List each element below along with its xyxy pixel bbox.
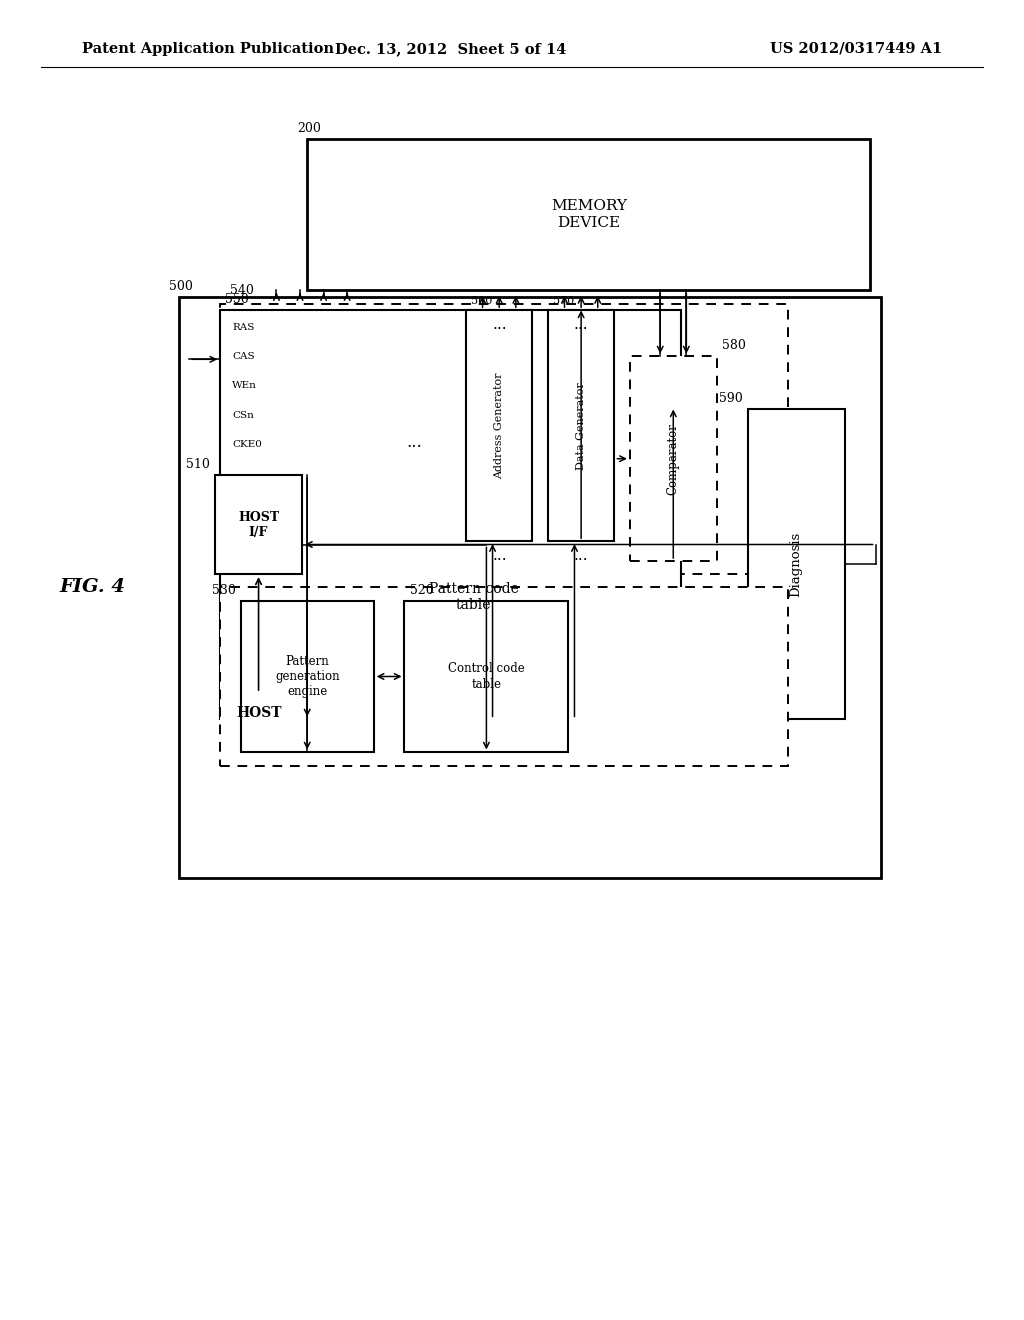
Bar [220,304,788,574]
Bar [179,297,881,878]
Text: CAS: CAS [232,352,255,362]
Text: 580: 580 [722,339,745,352]
Text: 510: 510 [186,458,210,471]
Text: Pattern
generation
engine: Pattern generation engine [274,655,340,698]
Text: 570: 570 [553,296,574,306]
Text: 200: 200 [297,121,321,135]
Text: ...: ... [492,317,507,331]
Text: RAS: RAS [232,323,255,333]
Text: Pattern code
table: Pattern code table [429,582,518,611]
Text: Control code
table: Control code table [449,663,524,690]
Text: ...: ... [573,317,589,331]
Text: US 2012/0317449 A1: US 2012/0317449 A1 [770,42,942,55]
Text: HOST: HOST [236,706,282,721]
Text: WEn: WEn [232,381,257,391]
Text: 500: 500 [169,280,193,293]
Text: ...: ... [492,548,507,562]
Bar [307,139,870,290]
Text: ...: ... [407,434,423,450]
Text: Data Generator: Data Generator [577,381,586,470]
Text: FIG. 4: FIG. 4 [59,578,125,597]
Text: 560: 560 [471,296,493,306]
Bar [548,310,614,541]
Text: Address Generator: Address Generator [495,372,504,479]
Text: Diagnosis: Diagnosis [790,532,803,597]
Text: Dec. 13, 2012  Sheet 5 of 14: Dec. 13, 2012 Sheet 5 of 14 [335,42,566,55]
Text: 550: 550 [225,293,249,306]
Bar [241,601,374,752]
Bar [220,310,681,719]
Bar [748,409,845,719]
Text: 530: 530 [212,583,236,597]
Bar [215,475,302,574]
Text: ...: ... [573,548,589,562]
Bar [630,356,717,561]
Text: CKE0: CKE0 [232,440,262,449]
Text: 520: 520 [410,583,433,597]
Bar [220,587,788,766]
Text: 540: 540 [230,284,254,297]
Text: CSn: CSn [232,411,254,420]
Text: HOST
I/F: HOST I/F [238,511,280,539]
Text: Comparator: Comparator [667,422,680,495]
Bar [404,601,568,752]
Text: 590: 590 [719,392,742,405]
Text: MEMORY
DEVICE: MEMORY DEVICE [551,199,627,230]
Bar [466,310,532,541]
Text: Patent Application Publication: Patent Application Publication [82,42,334,55]
